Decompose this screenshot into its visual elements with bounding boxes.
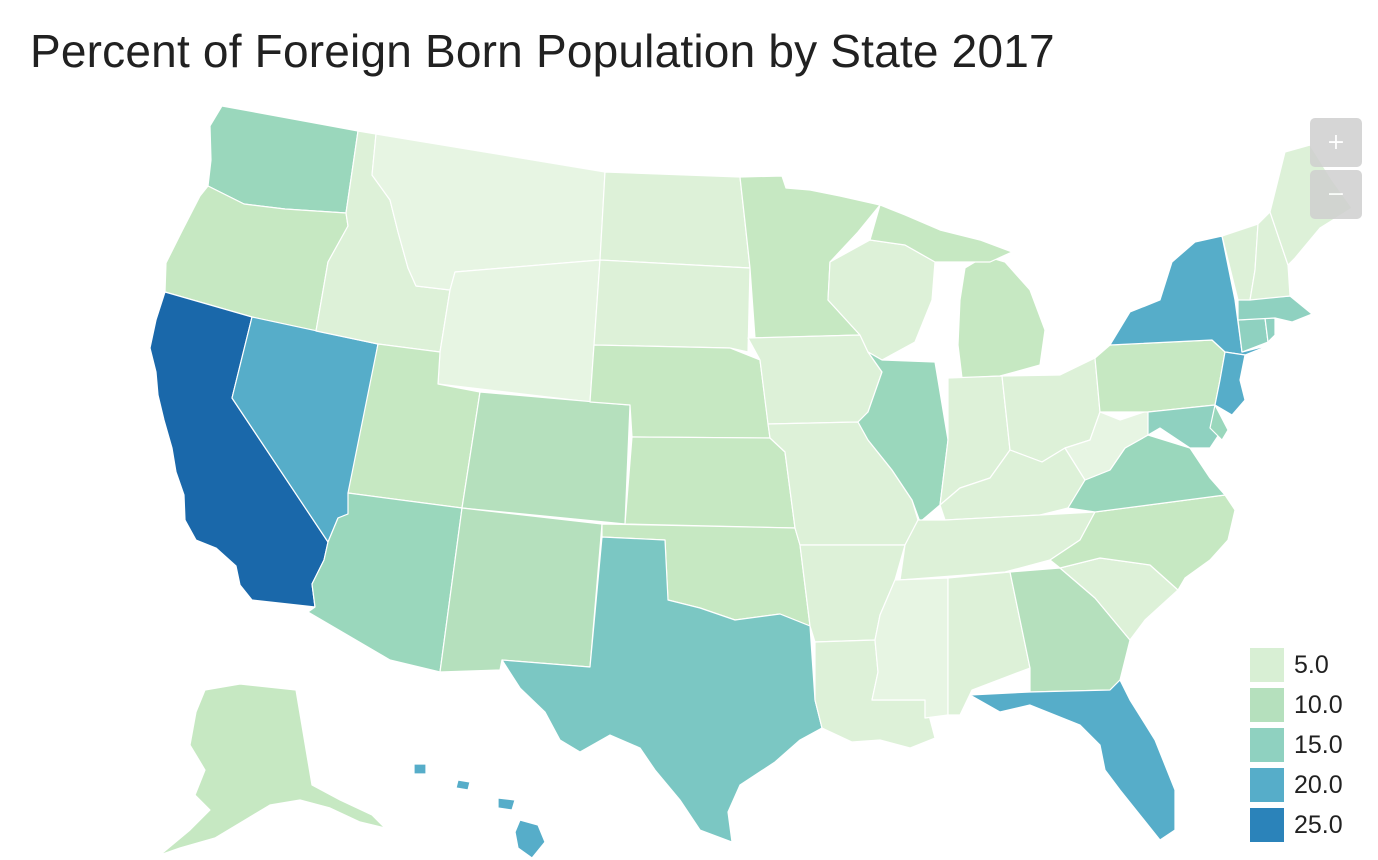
state-HI-maui[interactable] xyxy=(497,797,516,811)
state-HI-kauai[interactable] xyxy=(413,763,427,775)
state-HI-big[interactable] xyxy=(514,819,546,859)
state-AK[interactable] xyxy=(159,683,386,856)
state-FL[interactable] xyxy=(969,679,1176,841)
legend-item: 25.0 xyxy=(1250,805,1343,845)
state-NJ[interactable] xyxy=(1214,351,1246,416)
state-ND[interactable] xyxy=(599,171,751,269)
state-DE[interactable] xyxy=(1209,404,1229,441)
legend-label: 5.0 xyxy=(1294,650,1329,679)
state-IL[interactable] xyxy=(857,351,949,523)
page-title: Percent of Foreign Born Population by St… xyxy=(30,25,1055,77)
state-WY[interactable] xyxy=(437,259,601,403)
state-SD[interactable] xyxy=(593,259,751,353)
legend-item: 10.0 xyxy=(1250,685,1343,725)
state-MI-UP[interactable] xyxy=(869,204,1013,263)
map-legend: 5.0 10.0 15.0 20.0 25.0 xyxy=(1250,645,1343,845)
state-NM[interactable] xyxy=(439,507,603,673)
state-CO[interactable] xyxy=(461,391,631,525)
legend-label: 20.0 xyxy=(1294,770,1343,799)
legend-swatch xyxy=(1250,688,1284,722)
legend-swatch xyxy=(1250,768,1284,802)
zoom-in-button[interactable]: + xyxy=(1310,118,1362,167)
legend-item: 5.0 xyxy=(1250,645,1343,685)
legend-swatch xyxy=(1250,808,1284,842)
legend-swatch xyxy=(1250,648,1284,682)
legend-label: 25.0 xyxy=(1294,810,1343,839)
legend-label: 15.0 xyxy=(1294,730,1343,759)
state-MN[interactable] xyxy=(739,175,881,339)
zoom-controls: + − xyxy=(1310,118,1362,222)
state-MI[interactable] xyxy=(957,255,1046,379)
legend-label: 10.0 xyxy=(1294,690,1343,719)
legend-swatch xyxy=(1250,728,1284,762)
state-KS[interactable] xyxy=(624,436,796,529)
legend-item: 15.0 xyxy=(1250,725,1343,765)
state-PA[interactable] xyxy=(1094,339,1226,413)
state-HI-oahu[interactable] xyxy=(455,779,471,791)
legend-item: 20.0 xyxy=(1250,765,1343,805)
state-TX[interactable] xyxy=(501,536,823,843)
state-IA[interactable] xyxy=(747,334,883,425)
zoom-out-button[interactable]: − xyxy=(1310,170,1362,219)
